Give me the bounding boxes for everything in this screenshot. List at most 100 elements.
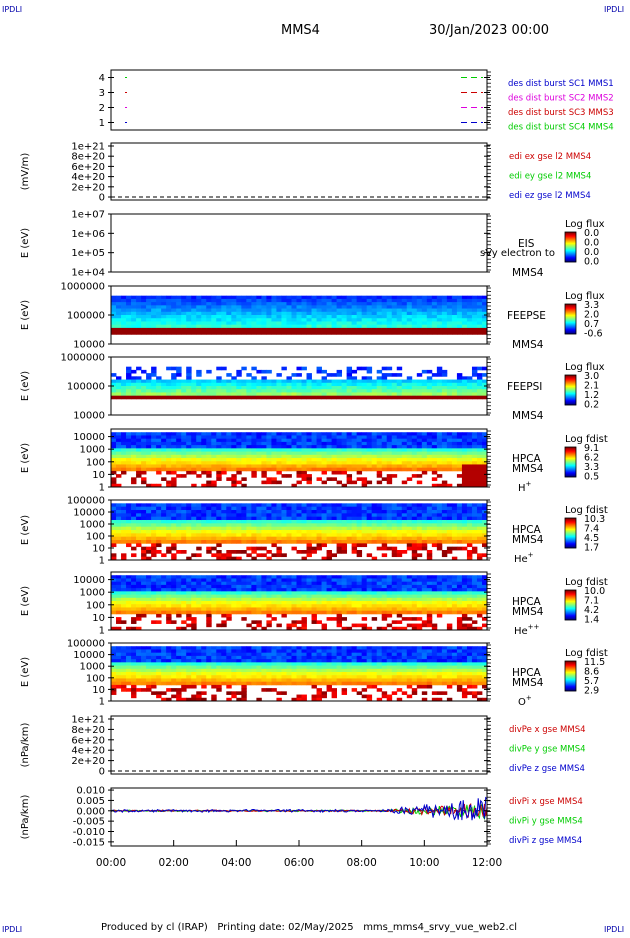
species-charge: ++ xyxy=(528,623,540,631)
y-tick-label: 1000 xyxy=(80,445,105,456)
x-tick-label: 08:00 xyxy=(347,857,377,869)
spacecraft-label: MMS4 xyxy=(512,463,544,475)
y-tick-label: 10000 xyxy=(73,650,105,661)
panel-frame xyxy=(111,70,487,130)
instrument-name: FEEPSE xyxy=(507,310,546,322)
spectrogram-hpca_hepp xyxy=(111,575,487,630)
x-tick-label: 06:00 xyxy=(284,857,314,869)
species-label: H+ xyxy=(518,480,532,494)
spacecraft-label: MMS4 xyxy=(512,534,544,546)
legend-entry: divPe y gse MMS4 xyxy=(509,745,586,755)
y-tick-label: 0.010 xyxy=(76,786,105,797)
x-tick-label: 02:00 xyxy=(159,857,189,869)
y-tick-label: 1 xyxy=(99,626,105,637)
panel-frame xyxy=(111,143,487,200)
legend-entry: des dist burst SC3 MMS3 xyxy=(508,108,614,118)
y-tick-label: 10000 xyxy=(73,575,105,586)
y-tick-label: 100000 xyxy=(67,382,105,393)
legend-entry: divPe x gse MMS4 xyxy=(509,725,586,735)
y-tick-label: 100 xyxy=(86,532,105,543)
legend-entry: divPi y gse MMS4 xyxy=(509,817,583,827)
colorbar-tick: 1.7 xyxy=(584,543,599,554)
colorbar xyxy=(565,518,576,548)
species-charge: + xyxy=(528,551,534,559)
instrument-name: FEEPSI xyxy=(507,381,542,393)
y-tick-label: 10000 xyxy=(73,411,105,422)
y-tick-label: 2e+20 xyxy=(71,756,105,767)
y-tick-label: 100 xyxy=(86,673,105,684)
y-tick-label: 1e+21 xyxy=(71,715,105,726)
spectrogram-hpca_o xyxy=(111,646,487,701)
colorbar xyxy=(565,375,576,405)
y-tick-label: 4 xyxy=(99,73,105,84)
panels-layer: 4 3 2 1 des dist burst SC1 MMS1 des dist burs… xyxy=(20,70,614,848)
y-tick-label: 3 xyxy=(99,88,105,99)
legend-entry: des dist burst SC2 MMS2 xyxy=(508,94,614,104)
y-tick-label: 100000 xyxy=(67,311,105,322)
species-charge: + xyxy=(526,480,532,488)
y-axis-label: (mV/m) xyxy=(20,153,31,191)
legend-entry: divPe z gse MMS4 xyxy=(509,764,585,774)
colorbar-tick: 1.4 xyxy=(584,615,599,626)
y-tick-label: 2 xyxy=(99,103,105,114)
species-label: He+ xyxy=(514,551,534,565)
spacecraft-label: MMS4 xyxy=(512,677,544,689)
y-tick-label: 100 xyxy=(86,457,105,468)
panel-burst: 4 3 2 1 des dist burst SC1 MMS1 des dist burs… xyxy=(99,70,614,133)
y-tick-label: 1 xyxy=(99,118,105,129)
corner-label-bottom-right: IPDLI xyxy=(604,925,624,934)
y-tick-label: 8e+20 xyxy=(71,725,105,736)
y-tick-label: 100 xyxy=(86,600,105,611)
legend-entry: edi ez gse l2 MMS4 xyxy=(509,191,591,201)
panel-frame xyxy=(111,788,487,846)
spacecraft-title: MMS4 xyxy=(281,23,320,38)
legend-entry: edi ey gse l2 MMS4 xyxy=(509,172,591,182)
y-axis-label: (nPa/km) xyxy=(20,723,31,768)
y-tick-label: 1 xyxy=(99,556,105,567)
y-tick-label: 1000000 xyxy=(60,353,105,364)
series-line xyxy=(111,798,487,821)
species-label: He++ xyxy=(514,623,540,637)
y-tick-label: 0 xyxy=(99,193,105,204)
y-axis-label: (nPa/km) xyxy=(20,795,31,840)
colorbar-tick: 2.9 xyxy=(584,686,599,697)
y-axis-label: E (eV) xyxy=(20,443,31,473)
panel-divpe: 1e+218e+206e+204e+202e+200(nPa/km)divPe … xyxy=(20,715,586,778)
y-tick-label: 10 xyxy=(92,470,105,481)
y-tick-label: 10000 xyxy=(73,508,105,519)
footer-text: Produced by cl (IRAP) Printing date: 02/… xyxy=(101,922,517,933)
y-tick-label: 100000 xyxy=(67,496,105,507)
spacecraft-label: MMS4 xyxy=(512,339,544,351)
y-tick-label: 0 xyxy=(99,767,105,778)
legend-entry: edi ex gse l2 MMS4 xyxy=(509,152,591,162)
species-label: O+ xyxy=(518,694,532,708)
y-tick-label: 1e+07 xyxy=(71,210,105,221)
colorbar-tick: 0.0 xyxy=(584,257,599,268)
y-tick-label: 100000 xyxy=(67,639,105,650)
x-tick-label: 12:00 xyxy=(472,857,502,869)
y-tick-label: 10 xyxy=(92,544,105,555)
y-tick-label: -0.015 xyxy=(73,837,105,848)
y-tick-label: 1000 xyxy=(80,520,105,531)
legend-entry: des dist burst SC1 MMS1 xyxy=(508,79,614,89)
y-tick-label: 1e+06 xyxy=(71,229,105,240)
y-tick-label: 1 xyxy=(99,697,105,708)
y-tick-label: 1000 xyxy=(80,588,105,599)
colorbar xyxy=(565,447,576,477)
y-axis-label: E (eV) xyxy=(20,657,31,687)
colorbar xyxy=(565,232,576,262)
y-tick-label: 1000 xyxy=(80,662,105,673)
spectrogram-feepsi xyxy=(111,367,487,400)
y-tick-label: 1e+05 xyxy=(71,248,105,259)
x-tick-label: 04:00 xyxy=(221,857,251,869)
y-tick-label: -0.010 xyxy=(73,827,105,838)
date-title: 30/Jan/2023 00:00 xyxy=(429,23,549,38)
spectrogram-hpca_h xyxy=(111,432,487,487)
